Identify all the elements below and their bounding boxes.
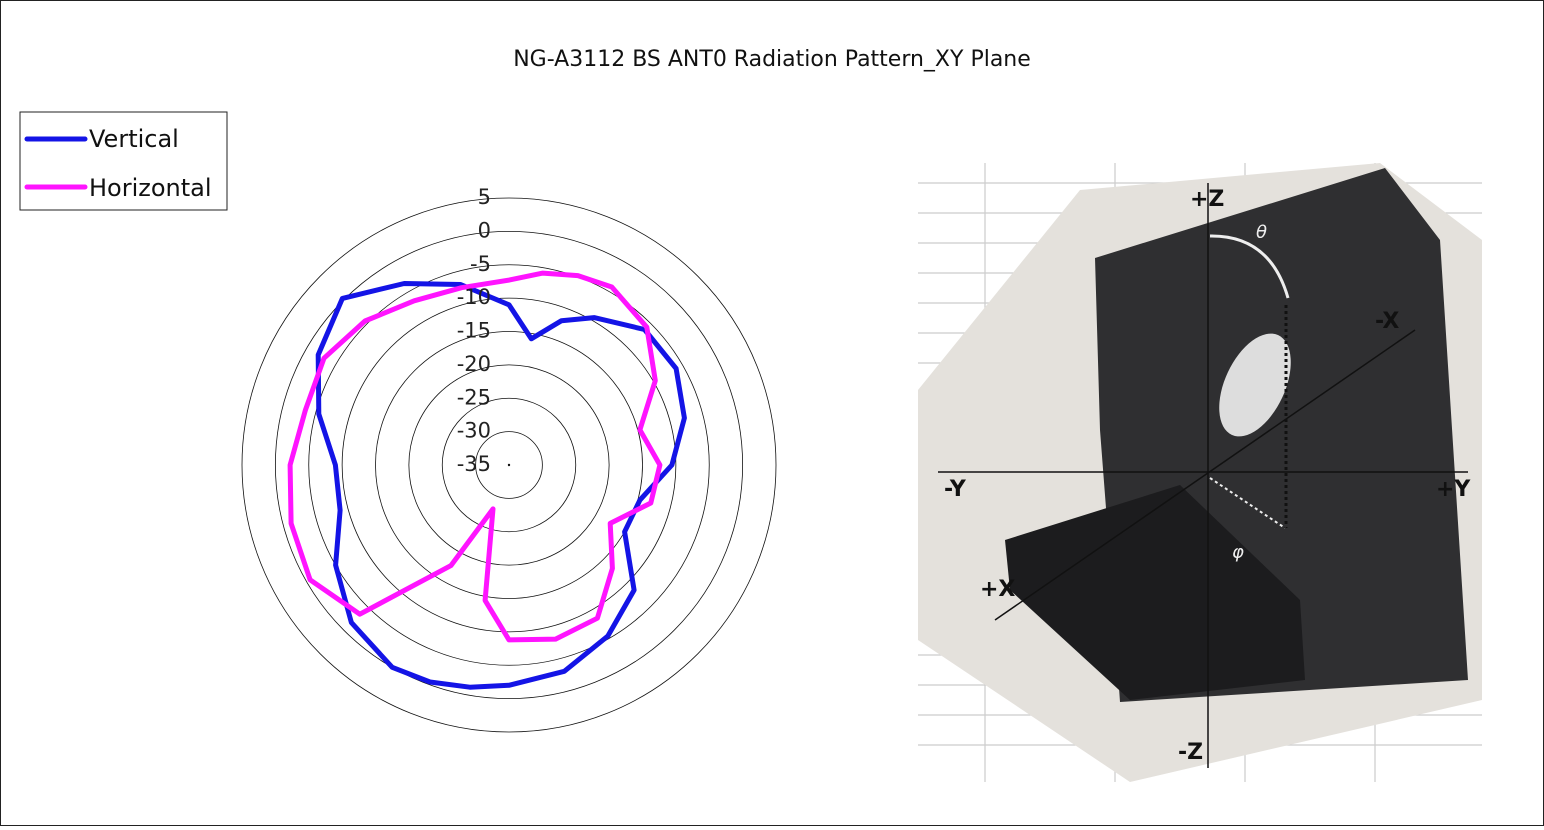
y-tick-label: -15 [457, 319, 491, 343]
photo-label: -X [1375, 309, 1399, 334]
page: NG-A3112 BS ANT0 Radiation Pattern_XY Pl… [0, 0, 1544, 826]
y-tick-label: -20 [457, 352, 491, 376]
y-tick-label: -25 [457, 385, 491, 409]
grid-center [508, 464, 510, 466]
y-tick-label: -10 [457, 285, 491, 309]
photo-label: φ [1232, 542, 1244, 563]
photo-label: +Z [1190, 187, 1224, 212]
photo-label: -Z [1178, 740, 1203, 765]
legend-label: Horizontal [89, 174, 212, 202]
y-tick-label: -5 [470, 252, 491, 276]
photo-label: θ [1256, 222, 1267, 243]
photo-label: -Y [944, 477, 967, 502]
photo-label: +X [980, 577, 1015, 602]
y-tick-label: -30 [457, 419, 491, 443]
legend-label: Vertical [89, 125, 179, 153]
y-tick-label: 0 [478, 218, 491, 242]
photo-label: +Y [1436, 477, 1471, 502]
legend: Vertical Horizontal [20, 112, 227, 210]
y-tick-label: 5 [478, 185, 491, 209]
y-tick-label: -35 [457, 452, 491, 476]
antenna-photo: +Z -Z -Y +Y +X -X θ φ [918, 163, 1482, 782]
chart-title: NG-A3112 BS ANT0 Radiation Pattern_XY Pl… [513, 47, 1031, 72]
